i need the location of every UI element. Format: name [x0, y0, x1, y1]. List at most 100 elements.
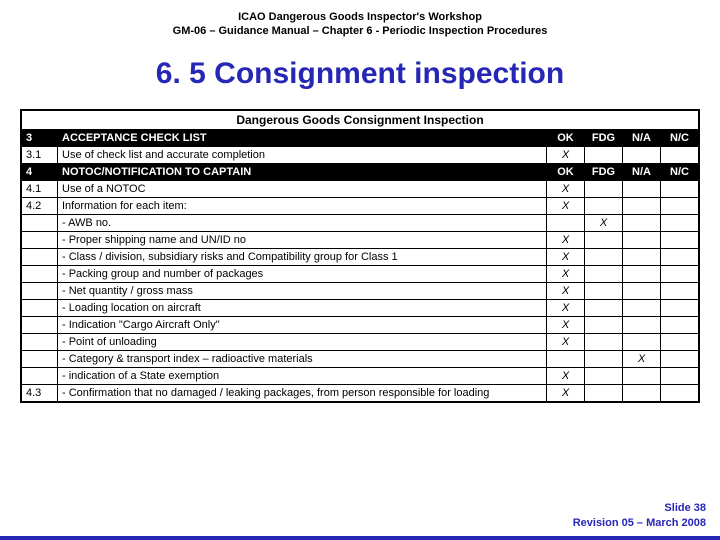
row-num — [22, 248, 58, 265]
row-num — [22, 350, 58, 367]
row-num — [22, 333, 58, 350]
row-num — [22, 282, 58, 299]
bottom-accent-bar — [0, 536, 720, 540]
row-num — [22, 367, 58, 384]
cell-na — [623, 197, 661, 214]
section-num: 4 — [22, 163, 58, 180]
column-header: OK — [547, 163, 585, 180]
cell-ok: X — [547, 197, 585, 214]
row-num: 4.3 — [22, 384, 58, 401]
footer-revision: Revision 05 – March 2008 — [573, 516, 706, 530]
cell-ok: X — [547, 316, 585, 333]
cell-na — [623, 333, 661, 350]
footer-slide: Slide 38 — [573, 501, 706, 515]
row-desc: - Point of unloading — [58, 333, 547, 350]
cell-ok: X — [547, 384, 585, 401]
table-row: 4.3- Confirmation that no damaged / leak… — [22, 384, 699, 401]
section-header-row: 4NOTOC/NOTIFICATION TO CAPTAINOKFDGN/AN/… — [22, 163, 699, 180]
cell-ok: X — [547, 180, 585, 197]
cell-ok: X — [547, 282, 585, 299]
cell-na — [623, 231, 661, 248]
row-desc: - indication of a State exemption — [58, 367, 547, 384]
cell-fdg — [585, 265, 623, 282]
row-desc: - Class / division, subsidiary risks and… — [58, 248, 547, 265]
section-label: ACCEPTANCE CHECK LIST — [58, 129, 547, 146]
row-desc: - Category & transport index – radioacti… — [58, 350, 547, 367]
cell-na — [623, 282, 661, 299]
header-line1: ICAO Dangerous Goods Inspector's Worksho… — [0, 10, 720, 24]
cell-na — [623, 248, 661, 265]
cell-fdg — [585, 231, 623, 248]
cell-nc — [661, 231, 699, 248]
header-line2: GM-06 – Guidance Manual – Chapter 6 - Pe… — [0, 24, 720, 38]
row-desc: - AWB no. — [58, 214, 547, 231]
cell-fdg — [585, 350, 623, 367]
row-desc: - Confirmation that no damaged / leaking… — [58, 384, 547, 401]
row-num: 4.2 — [22, 197, 58, 214]
cell-na — [623, 384, 661, 401]
cell-na: X — [623, 350, 661, 367]
row-num — [22, 231, 58, 248]
slide-footer: Slide 38 Revision 05 – March 2008 — [573, 501, 706, 530]
table-row: 4.1Use of a NOTOCX — [22, 180, 699, 197]
column-header: N/A — [623, 129, 661, 146]
table-row: - Indication "Cargo Aircraft Only"X — [22, 316, 699, 333]
cell-nc — [661, 146, 699, 163]
cell-fdg — [585, 282, 623, 299]
consignment-table-container: Dangerous Goods Consignment Inspection3A… — [20, 109, 700, 403]
cell-fdg — [585, 180, 623, 197]
row-num — [22, 214, 58, 231]
column-header: FDG — [585, 129, 623, 146]
table-row: - Class / division, subsidiary risks and… — [22, 248, 699, 265]
table-row: - Net quantity / gross massX — [22, 282, 699, 299]
cell-na — [623, 265, 661, 282]
cell-nc — [661, 299, 699, 316]
cell-nc — [661, 384, 699, 401]
cell-ok: X — [547, 248, 585, 265]
column-header: OK — [547, 129, 585, 146]
cell-nc — [661, 214, 699, 231]
table-row: - Proper shipping name and UN/ID noX — [22, 231, 699, 248]
cell-fdg — [585, 367, 623, 384]
table-caption-row: Dangerous Goods Consignment Inspection — [22, 110, 699, 129]
cell-nc — [661, 333, 699, 350]
cell-nc — [661, 316, 699, 333]
cell-ok: X — [547, 333, 585, 350]
row-desc: Use of check list and accurate completio… — [58, 146, 547, 163]
cell-na — [623, 367, 661, 384]
cell-na — [623, 180, 661, 197]
table-row: 3.1Use of check list and accurate comple… — [22, 146, 699, 163]
row-num — [22, 299, 58, 316]
cell-nc — [661, 180, 699, 197]
column-header: N/A — [623, 163, 661, 180]
cell-ok — [547, 214, 585, 231]
cell-na — [623, 316, 661, 333]
section-header-row: 3ACCEPTANCE CHECK LISTOKFDGN/AN/C — [22, 129, 699, 146]
table-row: - Packing group and number of packagesX — [22, 265, 699, 282]
cell-nc — [661, 350, 699, 367]
cell-na — [623, 146, 661, 163]
cell-fdg: X — [585, 214, 623, 231]
cell-fdg — [585, 146, 623, 163]
table-caption: Dangerous Goods Consignment Inspection — [22, 110, 699, 129]
table-row: - indication of a State exemptionX — [22, 367, 699, 384]
row-desc: - Net quantity / gross mass — [58, 282, 547, 299]
cell-fdg — [585, 197, 623, 214]
row-desc: - Proper shipping name and UN/ID no — [58, 231, 547, 248]
cell-fdg — [585, 316, 623, 333]
cell-ok: X — [547, 299, 585, 316]
cell-fdg — [585, 333, 623, 350]
cell-na — [623, 214, 661, 231]
column-header: N/C — [661, 129, 699, 146]
cell-nc — [661, 197, 699, 214]
table-row: - Point of unloadingX — [22, 333, 699, 350]
cell-nc — [661, 248, 699, 265]
row-num: 4.1 — [22, 180, 58, 197]
slide-header: ICAO Dangerous Goods Inspector's Worksho… — [0, 0, 720, 39]
table-row: - Category & transport index – radioacti… — [22, 350, 699, 367]
row-num: 3.1 — [22, 146, 58, 163]
table-row: - AWB no. X — [22, 214, 699, 231]
column-header: FDG — [585, 163, 623, 180]
table-row: 4.2Information for each item:X — [22, 197, 699, 214]
cell-ok: X — [547, 146, 585, 163]
